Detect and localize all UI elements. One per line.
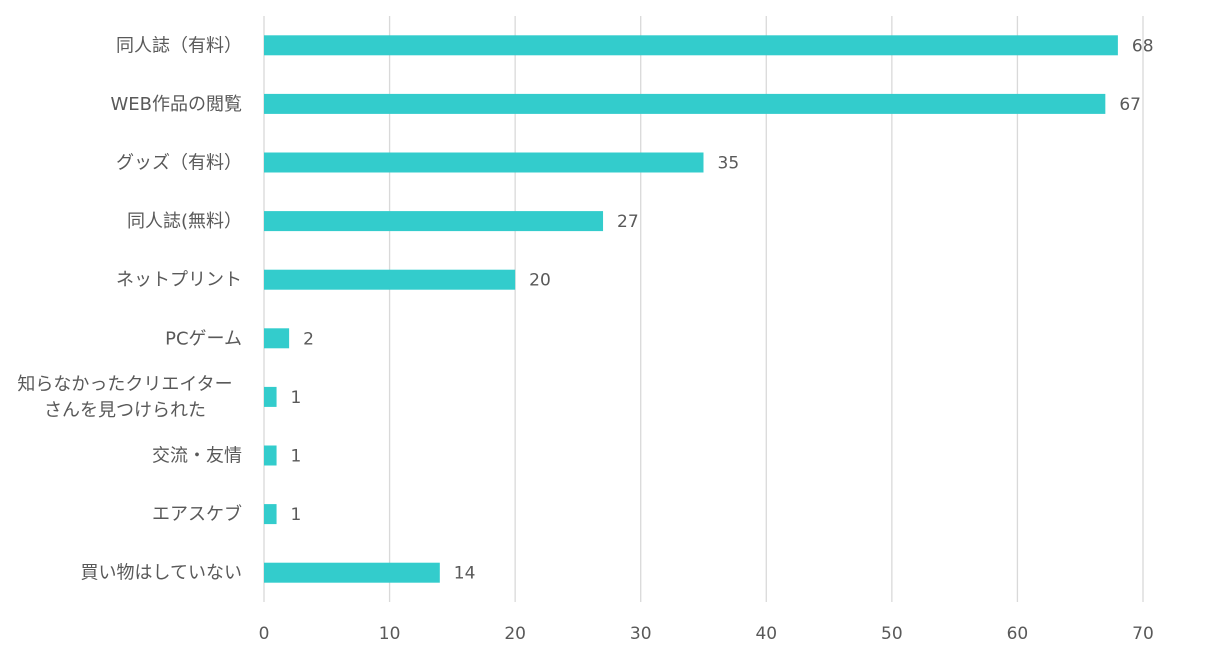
category-label-line: エアスケブ xyxy=(152,503,242,525)
bar xyxy=(264,93,1106,114)
x-tick-label: 70 xyxy=(1132,624,1154,644)
x-tick-label: 10 xyxy=(379,624,401,644)
category-label-line: 同人誌（有料） xyxy=(116,35,242,56)
bars xyxy=(264,35,1118,583)
bar xyxy=(264,152,704,173)
bar xyxy=(264,328,290,349)
bar xyxy=(264,504,277,525)
data-labels: 68 67 35 27 20 2 1 1 1 14 xyxy=(291,36,1154,583)
category-label: 買い物はしていない xyxy=(81,563,242,584)
category-label-line: ネットプリント xyxy=(116,270,242,291)
category-label-line: 知らなかったクリエイター xyxy=(17,374,232,395)
category-label: WEB作品の閲覧 xyxy=(110,94,242,115)
category-label-line: さんを見つけられた xyxy=(44,400,206,421)
x-tick-label: 0 xyxy=(259,624,270,644)
bar xyxy=(264,35,1118,56)
x-tick-label: 60 xyxy=(1007,624,1029,644)
category-label-line: 買い物はしていない xyxy=(81,563,242,584)
data-label: 67 xyxy=(1119,95,1141,115)
category-label-line: グッズ（有料） xyxy=(116,153,242,174)
category-label: 同人誌(無料） xyxy=(127,211,242,232)
x-tick-labels: 0 10 20 30 40 50 60 70 xyxy=(259,624,1154,644)
category-label-line: WEB作品の閲覧 xyxy=(110,94,242,115)
x-tick-label: 30 xyxy=(630,624,652,644)
data-label: 14 xyxy=(454,564,476,584)
data-label: 35 xyxy=(718,154,740,174)
category-label: 知らなかったクリエイターさんを見つけられた xyxy=(17,374,232,421)
category-label-line: 交流・友情 xyxy=(152,446,242,467)
data-label: 27 xyxy=(617,212,639,232)
x-tick-label: 50 xyxy=(881,624,903,644)
data-label: 1 xyxy=(291,505,302,525)
bar xyxy=(264,211,604,232)
bar xyxy=(264,445,277,466)
data-label: 1 xyxy=(291,388,302,408)
category-label: ネットプリント xyxy=(116,270,242,291)
category-label: エアスケブ xyxy=(152,503,242,525)
x-tick-label: 20 xyxy=(504,624,526,644)
data-label: 1 xyxy=(291,447,302,467)
category-label: 同人誌（有料） xyxy=(116,35,242,56)
data-label: 2 xyxy=(303,329,314,349)
category-label-line: 同人誌(無料） xyxy=(127,211,242,232)
data-label: 20 xyxy=(529,271,551,291)
category-label: PCゲーム xyxy=(165,328,242,349)
category-label-line: PCゲーム xyxy=(165,328,242,349)
x-tick-label: 40 xyxy=(755,624,777,644)
data-label: 68 xyxy=(1132,36,1154,56)
bar xyxy=(264,386,277,407)
category-label: 交流・友情 xyxy=(152,446,242,467)
category-label: グッズ（有料） xyxy=(116,153,242,174)
bar xyxy=(264,562,440,583)
bar xyxy=(264,269,516,290)
